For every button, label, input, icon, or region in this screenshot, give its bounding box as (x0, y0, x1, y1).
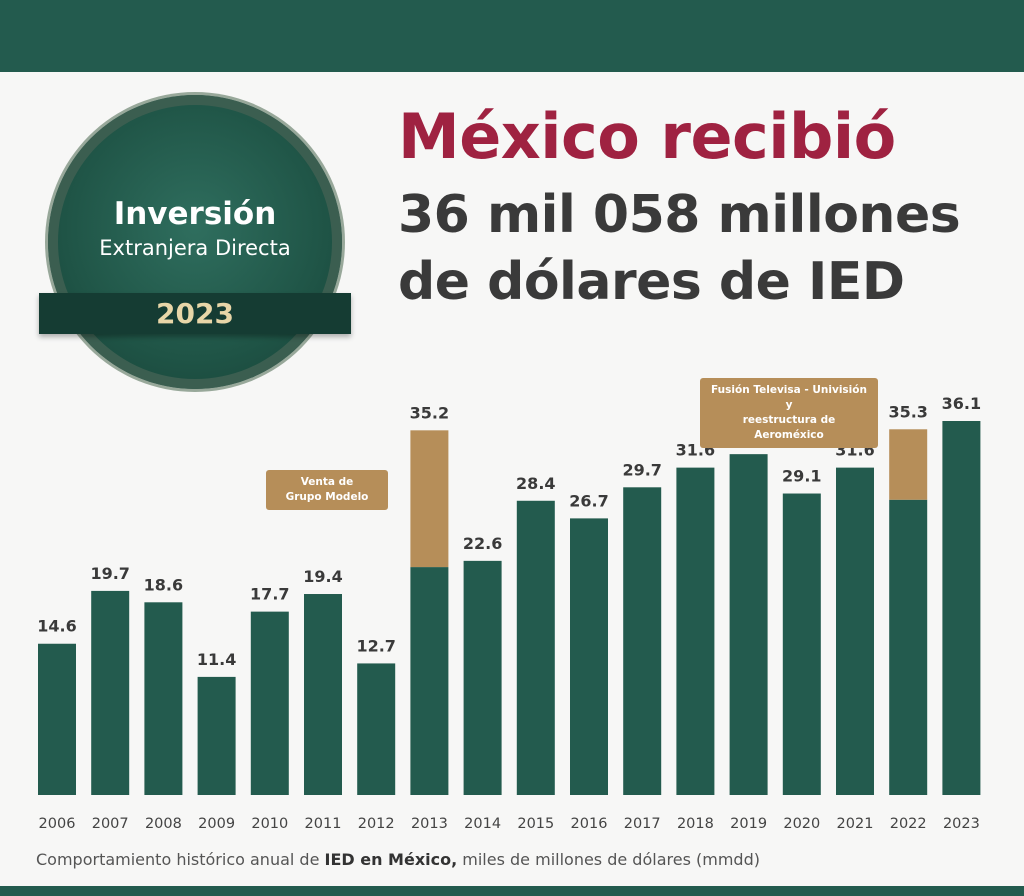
bar-2023 (942, 421, 981, 795)
annotation-line: reestructura de Aeroméxico (742, 414, 836, 441)
chart-caption: Comportamiento histórico anual de IED en… (36, 850, 760, 869)
bar-2009 (197, 676, 236, 795)
subtitle-line-2: de dólares de IED (398, 252, 905, 312)
x-tick-2017: 2017 (624, 816, 661, 832)
data-label-2023: 36.1 (942, 394, 981, 413)
bottom-band (0, 886, 1024, 896)
data-label-2013: 35.2 (410, 403, 449, 422)
x-tick-2022: 2022 (890, 816, 927, 832)
annotation-grupo-modelo: Venta de Grupo Modelo (266, 470, 388, 510)
x-tick-2018: 2018 (677, 816, 714, 832)
badge-ribbon: 2023 (39, 293, 351, 334)
caption-bold: IED en México, (324, 850, 458, 869)
top-band (0, 0, 1024, 72)
annotation-televisa-aeromexico: Fusión Televisa - Univisión y reestructu… (700, 378, 878, 448)
x-tick-2008: 2008 (145, 816, 182, 832)
page-title: México recibió (398, 100, 896, 173)
bar-2017 (623, 487, 662, 795)
x-tick-2015: 2015 (517, 816, 554, 832)
data-label-2012: 12.7 (356, 636, 395, 655)
x-tick-2023: 2023 (943, 816, 980, 832)
bar-2008 (144, 602, 183, 795)
annotation-line: Grupo Modelo (285, 491, 369, 503)
data-label-2007: 19.7 (90, 564, 129, 583)
data-label-2008: 18.6 (144, 575, 183, 594)
x-tick-2007: 2007 (92, 816, 129, 832)
data-label-2022: 35.3 (888, 402, 927, 421)
data-label-2006: 14.6 (37, 617, 76, 636)
data-label-2016: 26.7 (569, 491, 608, 510)
data-label-2014: 22.6 (463, 534, 502, 553)
annotation-line: Venta de (300, 476, 354, 488)
bar-2022 (889, 499, 928, 795)
bar-2015 (516, 500, 555, 795)
data-label-2011: 19.4 (303, 567, 342, 586)
bar-2016 (570, 518, 608, 795)
badge-seal (48, 95, 342, 389)
data-label-2017: 29.7 (622, 460, 661, 479)
bar-extra-2013 (410, 430, 449, 568)
bar-2018 (676, 467, 715, 795)
x-tick-2020: 2020 (783, 816, 820, 832)
x-tick-2016: 2016 (571, 816, 608, 832)
data-label-2010: 17.7 (250, 585, 289, 604)
x-tick-2009: 2009 (198, 816, 235, 832)
bar-2010 (250, 611, 289, 795)
bar-2014 (463, 560, 502, 795)
caption-prefix: Comportamiento histórico anual de (36, 850, 325, 869)
x-tick-2019: 2019 (730, 816, 767, 832)
bar-2006 (38, 643, 76, 795)
data-label-2015: 28.4 (516, 474, 555, 493)
x-tick-2012: 2012 (358, 816, 395, 832)
x-tick-2006: 2006 (39, 816, 76, 832)
bar-2011 (304, 594, 342, 795)
badge-year: 2023 (156, 297, 234, 330)
data-label-2020: 29.1 (782, 467, 821, 486)
bar-2007 (91, 590, 130, 795)
badge-subtitle: Extranjera Directa (99, 236, 291, 260)
bar-2021 (836, 467, 874, 795)
x-tick-2014: 2014 (464, 816, 501, 832)
x-tick-2011: 2011 (305, 816, 342, 832)
caption-suffix: miles de millones de dólares (mmdd) (457, 850, 760, 869)
subtitle-line-1: 36 mil 058 millones (398, 185, 961, 245)
bar-2020 (782, 493, 821, 795)
x-tick-2010: 2010 (251, 816, 288, 832)
bar-extra-2022 (889, 429, 928, 500)
bar-2013 (410, 567, 449, 795)
data-label-2009: 11.4 (197, 650, 236, 669)
x-tick-2013: 2013 (411, 816, 448, 832)
bar-2012 (357, 663, 396, 795)
bar-2019 (729, 454, 768, 795)
badge-title: Inversión (113, 196, 277, 232)
annotation-line: Fusión Televisa - Univisión y (711, 384, 867, 411)
x-tick-2021: 2021 (837, 816, 874, 832)
